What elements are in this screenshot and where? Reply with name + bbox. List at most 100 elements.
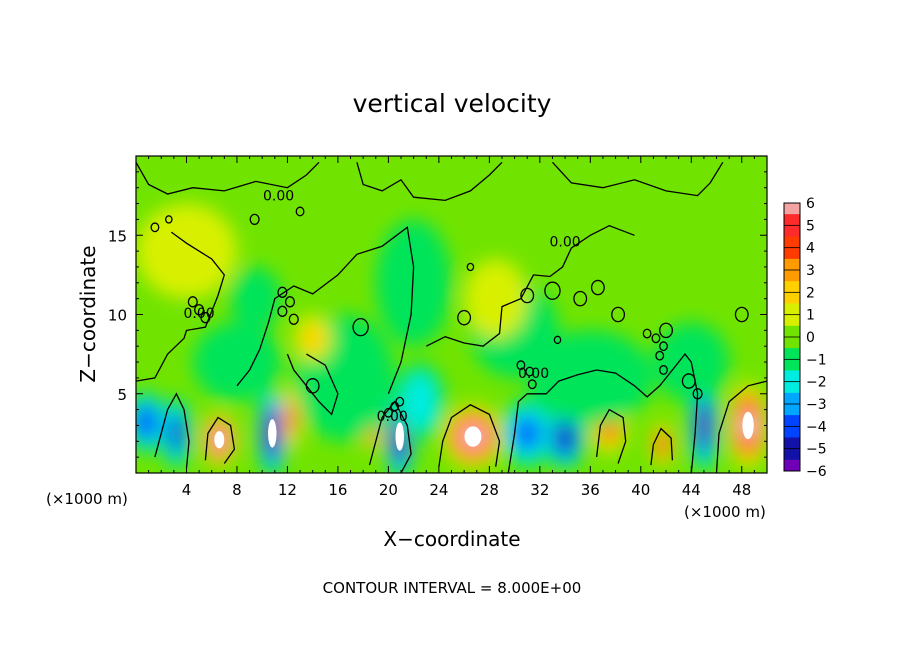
contour-loop bbox=[352, 317, 369, 337]
contour-loop bbox=[590, 279, 605, 296]
velocity-blob bbox=[281, 385, 302, 450]
contour-line bbox=[595, 408, 627, 464]
contour-loop bbox=[249, 213, 260, 226]
velocity-peak-core bbox=[268, 419, 277, 448]
colorbar-swatch bbox=[784, 381, 800, 394]
x-tick-label: 20 bbox=[379, 481, 398, 499]
velocity-peak-core bbox=[214, 431, 225, 449]
contour-loop bbox=[692, 388, 703, 400]
colorbar-swatch bbox=[784, 348, 800, 360]
colorbar-swatch bbox=[784, 459, 800, 472]
colorbar-swatch bbox=[784, 404, 800, 416]
x-tick-label: 40 bbox=[631, 481, 650, 499]
contour-line bbox=[426, 224, 635, 347]
colorbar-swatch bbox=[784, 236, 800, 249]
colorbar-tick-label: 3 bbox=[806, 263, 815, 279]
contour-value-label: 0.00 bbox=[549, 235, 580, 251]
x-tick-label: 44 bbox=[682, 481, 701, 499]
contour-line bbox=[715, 380, 767, 473]
contour-value-label: 0.00 bbox=[263, 189, 294, 205]
colorbar-tick-label: 1 bbox=[806, 308, 815, 324]
contour-loop bbox=[553, 335, 562, 345]
x-axis-ticks: 4 8 12 16 20 24 28 32 36 40 44 48 bbox=[148, 156, 755, 499]
colorbar-tick-label: 2 bbox=[806, 285, 815, 301]
contour-loop bbox=[655, 350, 665, 361]
contour-line bbox=[356, 161, 503, 202]
colorbar-tick-label: −5 bbox=[806, 442, 827, 458]
x-tick-label: 16 bbox=[328, 481, 347, 499]
chart-title: vertical velocity bbox=[353, 89, 552, 118]
contour-loop bbox=[544, 281, 561, 300]
velocity-field bbox=[136, 203, 767, 473]
contour-loop bbox=[651, 333, 661, 344]
x-tick-label: 36 bbox=[581, 481, 600, 499]
contour-loop bbox=[642, 328, 652, 339]
colorbar-swatch bbox=[784, 258, 800, 271]
velocity-peak-core bbox=[742, 411, 754, 440]
contour-loop bbox=[150, 222, 160, 233]
contour-interval-note: CONTOUR INTERVAL = 8.000E+00 bbox=[323, 579, 582, 597]
contour-loop bbox=[277, 286, 288, 298]
contour-loop bbox=[659, 341, 668, 352]
contour-value-label: 0.00 bbox=[377, 409, 408, 425]
x-tick-label: 48 bbox=[732, 481, 751, 499]
x-tick-label: 8 bbox=[232, 481, 242, 499]
contour-loop bbox=[659, 322, 673, 339]
contour-line bbox=[552, 161, 724, 197]
x-tick-label: 28 bbox=[480, 481, 499, 499]
contour-loop bbox=[200, 312, 211, 324]
colorbar-swatch bbox=[784, 314, 800, 327]
colorbar-tick-label: 0 bbox=[806, 330, 815, 346]
contour-loop bbox=[520, 287, 535, 304]
contour-line bbox=[438, 404, 501, 467]
velocity-blob bbox=[230, 266, 282, 331]
contour-loop bbox=[165, 215, 173, 224]
contour-loop bbox=[681, 373, 696, 389]
contour-line bbox=[286, 353, 339, 416]
contour-labels: 0.00 0.00 0.00 0.00 0.00 bbox=[184, 189, 581, 425]
contour-loop bbox=[395, 396, 405, 407]
contour-loop bbox=[516, 360, 526, 371]
colorbar-tick-label: 6 bbox=[806, 196, 815, 212]
y-axis-label: Z−coordinate bbox=[76, 245, 100, 382]
x-unit-label-right: (×1000 m) bbox=[684, 503, 766, 521]
x-tick-label: 12 bbox=[278, 481, 297, 499]
colorbar-swatch bbox=[784, 392, 800, 405]
velocity-blob bbox=[394, 362, 446, 442]
y-axis-ticks: 5 10 15 bbox=[108, 171, 767, 458]
contour-loop bbox=[659, 365, 668, 375]
contour-loop bbox=[284, 296, 296, 308]
contour-loop bbox=[288, 313, 299, 325]
contour-loop bbox=[390, 401, 400, 412]
velocity-blob bbox=[375, 219, 452, 347]
colorbar-swatch bbox=[784, 448, 800, 461]
colorbar-swatch bbox=[784, 370, 800, 383]
colorbar-swatch bbox=[784, 225, 800, 237]
colorbar-swatch bbox=[784, 214, 800, 226]
x-tick-label: 32 bbox=[530, 481, 549, 499]
y-tick-label: 5 bbox=[117, 386, 127, 404]
velocity-blob bbox=[293, 314, 395, 442]
velocity-blob bbox=[293, 314, 332, 363]
contour-loop bbox=[187, 296, 198, 308]
contour-loop bbox=[457, 309, 472, 326]
velocity-blob bbox=[136, 390, 167, 454]
velocity-blob bbox=[192, 322, 282, 402]
contour-line bbox=[507, 353, 699, 473]
contour-loop bbox=[295, 206, 305, 217]
colorbar-swatch bbox=[784, 270, 800, 282]
colorbar-tick-label: −6 bbox=[806, 464, 827, 480]
colorbar-tick-label: −2 bbox=[806, 375, 827, 391]
colorbar-swatch bbox=[784, 437, 800, 450]
colorbar-swatch bbox=[784, 337, 800, 349]
plot-area: 0.000.000.000.000.00 4 8 12 16 20 24 28 32 36 40 4… bbox=[108, 155, 768, 499]
contour-line bbox=[650, 427, 674, 466]
y-tick-label: 15 bbox=[108, 227, 127, 245]
velocity-blob bbox=[527, 330, 654, 426]
velocity-blob bbox=[161, 396, 192, 470]
x-axis-label: X−coordinate bbox=[383, 527, 520, 551]
colorbar-tick-label: −3 bbox=[806, 397, 827, 413]
contour-line bbox=[236, 226, 415, 395]
contour-loop bbox=[194, 304, 205, 316]
